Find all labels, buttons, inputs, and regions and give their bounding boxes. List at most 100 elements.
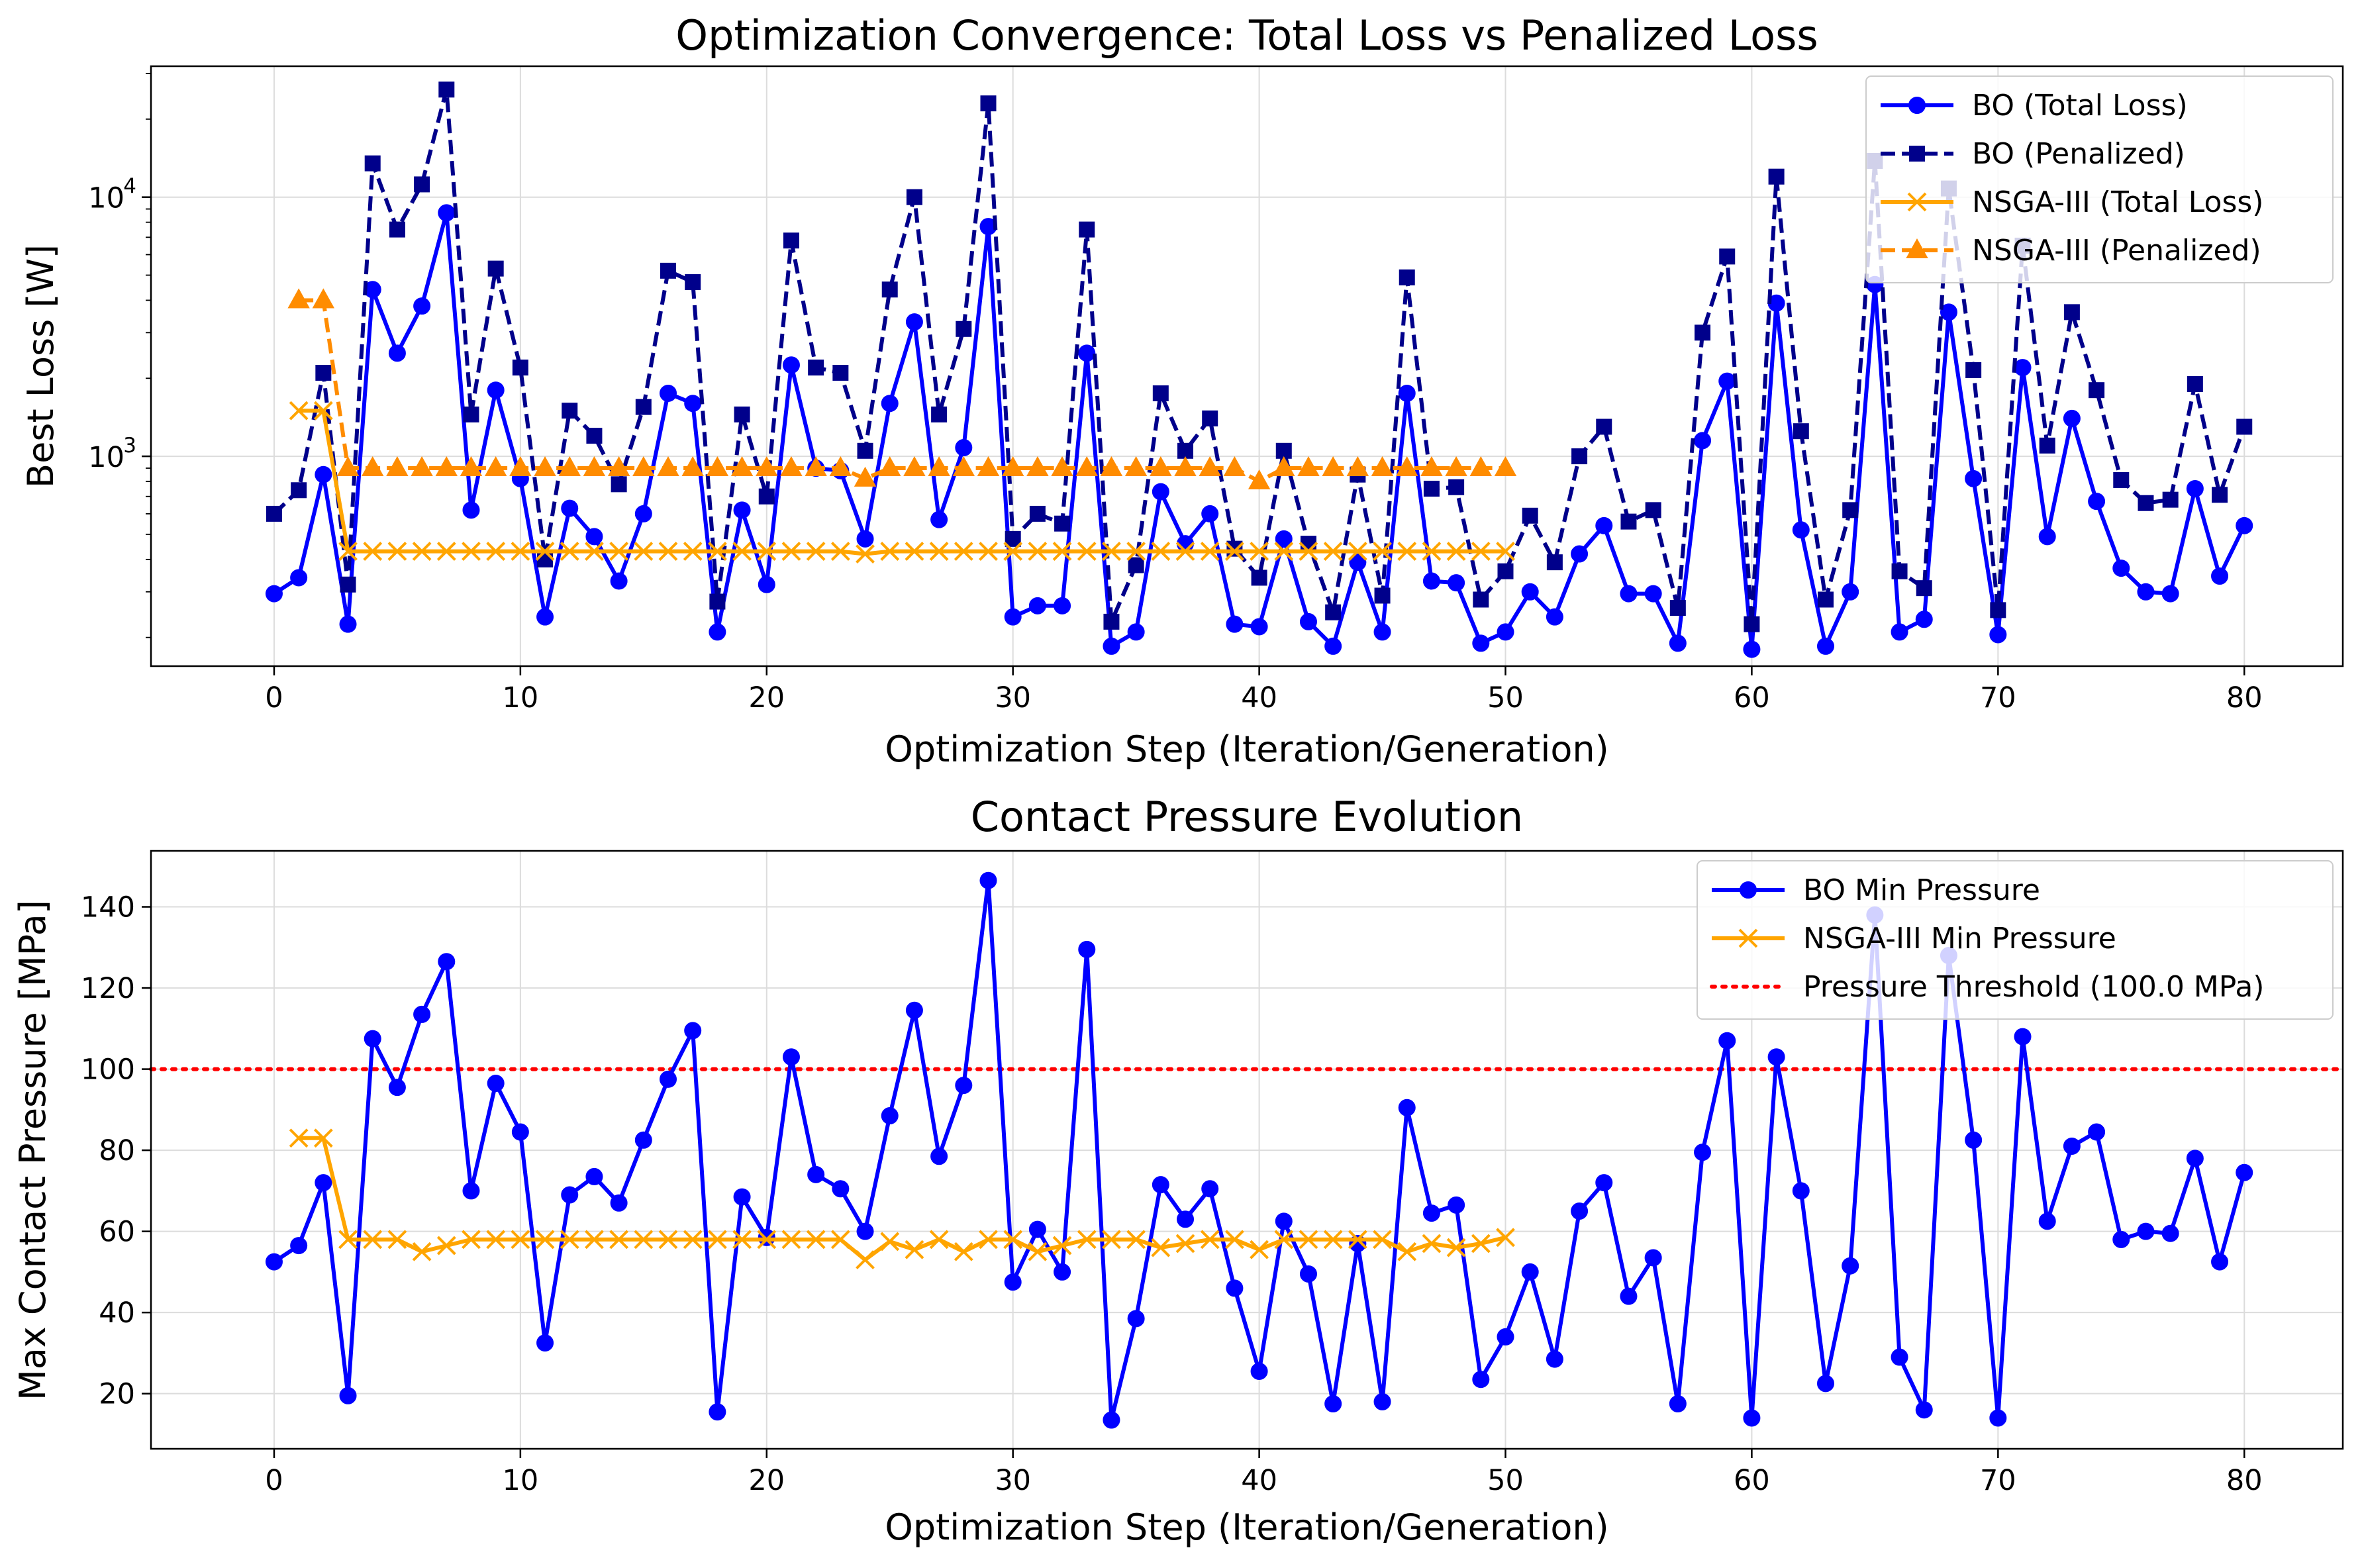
data-point-series-3 xyxy=(1396,456,1418,477)
data-point-series-1 xyxy=(1028,1242,1048,1261)
data-point-series-1 xyxy=(1299,1230,1318,1250)
data-point-series-1 xyxy=(635,399,652,415)
data-point-series-2 xyxy=(338,542,358,561)
data-point-series-1 xyxy=(856,1250,875,1269)
data-point-series-1 xyxy=(438,81,455,98)
data-point-series-3 xyxy=(386,456,409,477)
data-point-series-0 xyxy=(1177,535,1195,553)
y-tick-label: 80 xyxy=(99,1134,135,1167)
data-point-series-2 xyxy=(830,542,850,561)
data-point-series-0 xyxy=(1718,372,1736,390)
data-point-series-0 xyxy=(1669,634,1687,652)
data-point-series-1 xyxy=(1200,1230,1220,1250)
pressure-x-axis-label: Optimization Step (Iteration/Generation) xyxy=(885,1506,1608,1548)
data-point-series-0 xyxy=(413,1005,431,1023)
series-line-1 xyxy=(272,87,2247,626)
data-point-series-0 xyxy=(1718,1032,1736,1050)
data-point-series-0 xyxy=(1299,612,1317,630)
x-tick-label: 60 xyxy=(1734,681,1770,714)
data-point-series-0 xyxy=(1595,1174,1613,1192)
legend-marker xyxy=(1908,97,1926,114)
data-point-series-0 xyxy=(438,953,456,971)
data-point-series-0 xyxy=(1448,1196,1465,1214)
data-point-series-0 xyxy=(1152,1176,1169,1194)
data-point-series-0 xyxy=(1004,608,1022,626)
data-point-series-2 xyxy=(436,542,456,561)
data-point-series-1 xyxy=(363,1230,383,1250)
data-point-series-1 xyxy=(1842,502,1859,518)
data-point-series-0 xyxy=(2063,1137,2081,1155)
data-point-series-0 xyxy=(1546,1350,1563,1368)
data-point-series-1 xyxy=(1669,600,1686,616)
data-point-series-0 xyxy=(462,501,480,519)
data-point-series-2 xyxy=(781,542,801,561)
data-point-series-0 xyxy=(585,1167,603,1185)
data-point-series-0 xyxy=(1275,1212,1293,1230)
series-line-1 xyxy=(299,1136,1506,1262)
data-point-series-1 xyxy=(857,442,873,459)
data-point-series-0 xyxy=(511,1123,529,1141)
pressure-ticks: 0 10 20 30 40 50 60 70 80 20 40 60 80 100 120 140 xyxy=(81,891,2263,1497)
data-point-series-1 xyxy=(412,1242,432,1261)
data-point-series-0 xyxy=(1521,583,1539,601)
data-point-series-0 xyxy=(2088,493,2106,511)
data-point-series-1 xyxy=(1546,554,1563,571)
data-point-series-0 xyxy=(339,615,357,633)
data-point-series-0 xyxy=(1546,608,1563,626)
data-point-series-1 xyxy=(905,1240,924,1259)
data-point-series-1 xyxy=(1422,1234,1442,1253)
data-point-series-1 xyxy=(1397,1242,1417,1261)
y-tick-label: 60 xyxy=(99,1216,135,1249)
data-point-series-2 xyxy=(1052,542,1072,561)
legend-box xyxy=(1865,75,2334,283)
data-point-series-2 xyxy=(1422,542,1442,561)
data-point-series-3 xyxy=(336,456,360,477)
legend-label: NSGA-III Min Pressure xyxy=(1803,922,2116,956)
data-point-series-0 xyxy=(487,1075,505,1093)
data-point-series-0 xyxy=(1891,623,1908,641)
data-point-series-2 xyxy=(954,542,973,561)
data-point-series-0 xyxy=(1792,1182,1810,1200)
data-point-series-0 xyxy=(1078,344,1096,362)
data-point-series-1 xyxy=(1348,1230,1367,1250)
data-point-series-0 xyxy=(1373,623,1391,641)
data-point-series-2 xyxy=(856,544,875,564)
data-point-series-2 xyxy=(1102,542,1121,561)
x-tick-label: 0 xyxy=(265,1464,283,1497)
data-point-series-3 xyxy=(1248,469,1271,490)
data-point-series-1 xyxy=(266,505,282,522)
data-point-series-0 xyxy=(1250,1362,1268,1380)
data-point-series-0 xyxy=(1891,1348,1908,1366)
data-point-series-0 xyxy=(438,204,456,222)
data-point-series-1 xyxy=(1224,1230,1244,1250)
data-point-series-0 xyxy=(955,439,973,457)
data-point-series-3 xyxy=(805,456,827,477)
data-point-series-0 xyxy=(1571,1202,1589,1220)
data-point-series-1 xyxy=(906,189,922,205)
data-point-series-0 xyxy=(1816,1375,1834,1393)
data-point-series-0 xyxy=(1644,585,1662,603)
data-point-series-3 xyxy=(1223,456,1246,477)
data-point-series-0 xyxy=(1422,572,1440,590)
y-tick-label: 120 xyxy=(81,972,135,1005)
data-point-series-1 xyxy=(586,428,603,444)
data-point-series-1 xyxy=(486,1230,506,1250)
y-tick-label: 10 xyxy=(88,441,124,474)
data-point-series-1 xyxy=(1399,269,1415,285)
data-point-series-2 xyxy=(486,542,506,561)
data-point-series-3 xyxy=(681,456,704,477)
data-point-series-2 xyxy=(1224,542,1244,561)
data-point-series-0 xyxy=(2161,1224,2179,1242)
data-point-series-1 xyxy=(954,1242,973,1261)
data-point-series-1 xyxy=(660,262,677,279)
data-point-series-2 xyxy=(683,542,703,561)
data-point-series-0 xyxy=(2161,585,2179,603)
data-point-series-1 xyxy=(880,1232,900,1251)
data-point-series-1 xyxy=(340,576,356,593)
data-point-series-1 xyxy=(683,1230,703,1250)
data-point-series-0 xyxy=(1989,626,2007,644)
data-point-series-2 xyxy=(412,542,432,561)
data-point-series-3 xyxy=(1150,456,1172,477)
data-point-series-0 xyxy=(2112,1230,2130,1248)
